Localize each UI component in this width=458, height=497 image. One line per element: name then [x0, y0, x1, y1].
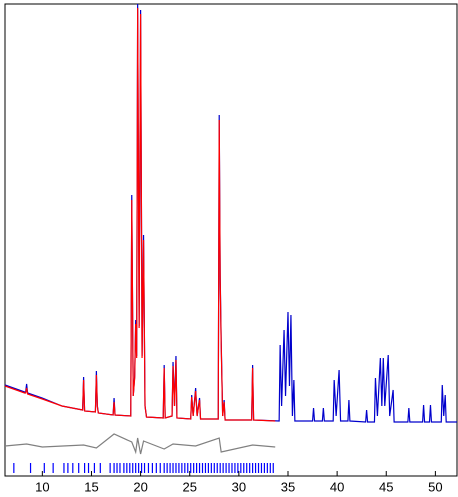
series-line: [4, 7, 276, 422]
x-tick-label: 10: [35, 479, 49, 494]
x-tick-label: 20: [133, 479, 147, 494]
x-tick-label: 50: [428, 479, 442, 494]
series-line: [4, 3, 457, 423]
x-tick-label: 35: [281, 479, 295, 494]
x-tick-label: 45: [379, 479, 393, 494]
x-tick-label: 40: [330, 479, 344, 494]
x-tick-label: 25: [182, 479, 196, 494]
series-line: [4, 433, 276, 455]
x-tick-label: 30: [232, 479, 246, 494]
x-tick-label: 15: [84, 479, 98, 494]
plot-frame: [4, 3, 458, 477]
